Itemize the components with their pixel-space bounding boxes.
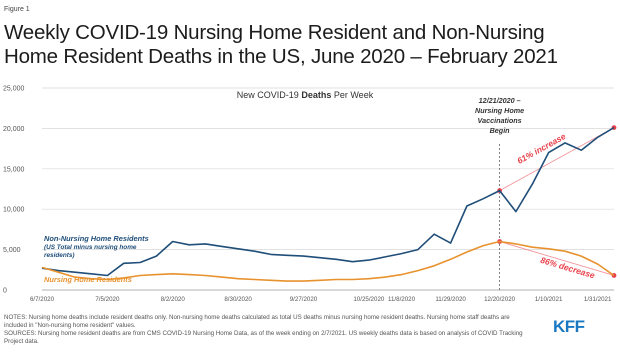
non-nursing-home-series-label: (US Total minus nursing home: [44, 244, 137, 251]
label-layer: New COVID-19 Deaths Per Week Non-Nursing …: [44, 90, 374, 284]
y-tick-label: 15,000: [3, 166, 25, 173]
x-tick-label: 9/27/2020: [290, 296, 318, 303]
x-tick-label: 7/5/2020: [95, 296, 120, 303]
page-title: Weekly COVID-19 Nursing Home Resident an…: [4, 21, 616, 69]
series-layer: [41, 126, 615, 282]
y-tick-label: 10,000: [3, 207, 25, 214]
grid-layer: [42, 87, 614, 250]
x-tick-label: 8/30/2020: [224, 296, 252, 303]
axis-layer: 0 5,000 10,000 15,000 20,000 25,000 6/7/2020 7/…: [3, 86, 614, 303]
notes: NOTES: Nursing home deaths include resid…: [4, 314, 524, 346]
chart-subtitle: New COVID-19 Deaths Per Week: [237, 90, 374, 100]
x-tick-label: 12/20/2020: [484, 296, 516, 303]
x-tick-label: 11/29/2020: [435, 296, 466, 303]
kff-logo: KFF: [553, 317, 585, 337]
y-tick-label: 25,000: [3, 86, 25, 93]
logo-text: KFF: [553, 317, 585, 336]
nursing-home-series-line: [41, 240, 615, 282]
line-chart: 0 5,000 10,000 15,000 20,000 25,000 6/7/2020 7/…: [3, 86, 617, 303]
x-tick-label: 8/2/2020: [161, 296, 186, 303]
y-tick-label: 5,000: [3, 247, 21, 254]
decrease-trend-line: [499, 241, 615, 276]
y-tick-label: 20,000: [3, 126, 25, 133]
figure-label: Figure 1: [4, 6, 30, 13]
x-tick-label: 6/7/2020: [30, 296, 55, 303]
increase-trend-line: [499, 127, 615, 192]
sources-text: SOURCES: Nursing home resident deaths ar…: [4, 330, 523, 345]
x-tick-label: 1/31/2021: [584, 296, 612, 303]
vaccination-annotation-line: 12/21/2020 –: [479, 96, 521, 105]
vaccination-annotation-line: Begin: [490, 126, 511, 135]
non-nursing-home-series-line: [41, 126, 615, 277]
notes-text: NOTES: Nursing home deaths include resid…: [4, 314, 510, 329]
x-tick-label: 11/8/2020: [388, 296, 416, 303]
increase-label: 61% increase: [515, 131, 567, 166]
title-line-2: Home Resident Deaths in the US, June 202…: [4, 45, 558, 68]
vaccination-annotation-line: Vaccinations: [478, 116, 522, 125]
y-tick-label: 0: [3, 288, 7, 295]
nursing-home-series-label: Nursing Home Residents: [44, 275, 132, 284]
non-nursing-home-series-label: residents): [44, 252, 75, 259]
x-tick-label: 10/25/2020: [353, 296, 385, 303]
x-tick-label: 1/10/2021: [535, 296, 563, 303]
title-line-1: Weekly COVID-19 Nursing Home Resident an…: [4, 21, 545, 44]
non-nursing-home-series-label: Non-Nursing Home Residents: [44, 234, 149, 243]
vaccination-annotation-line: Nursing Home: [475, 106, 524, 115]
